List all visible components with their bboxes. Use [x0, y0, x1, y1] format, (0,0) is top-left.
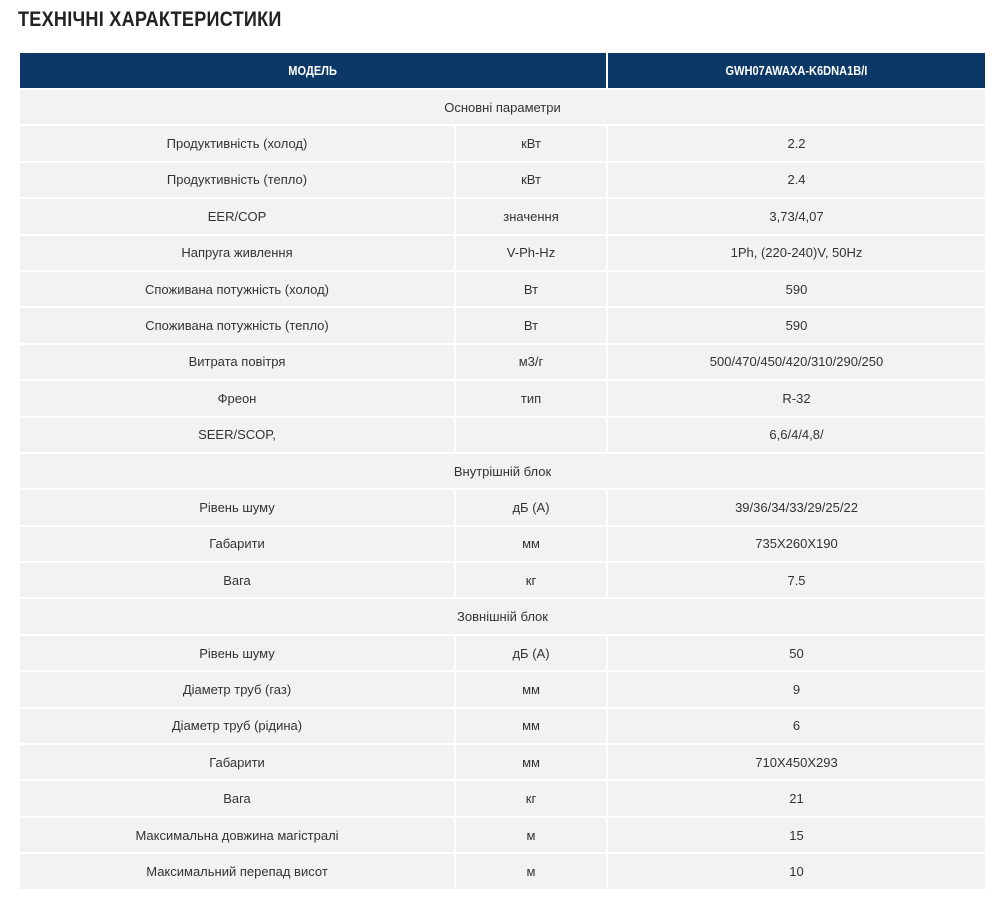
unit-cell: м — [453, 815, 609, 855]
table-row: Вага кг 7.5 — [18, 561, 988, 600]
label-cell: Вага — [18, 779, 456, 818]
unit-cell: Вт — [453, 306, 609, 345]
label-cell: Рівень шуму — [18, 488, 456, 527]
table-row: Максимальна довжина магістралі м 15 — [18, 815, 988, 855]
unit-cell: дБ (А) — [453, 633, 609, 673]
table-row: Габарити мм 735Х260Х190 — [18, 524, 988, 564]
table-row: Основні параметри — [17, 87, 988, 127]
value-cell: 3,73/4,07 — [606, 197, 988, 236]
value-cell: 1Ph, (220-240)V, 50Hz — [606, 233, 988, 272]
label-cell: Напруга живлення — [18, 233, 456, 272]
label-cell: Продуктивність (холод) — [18, 124, 456, 163]
unit-cell: кг — [453, 779, 609, 818]
unit-cell: V-Ph-Hz — [453, 233, 609, 272]
unit-cell: кВт — [453, 160, 609, 200]
table-row: Продуктивність (холод) кВт 2.2 — [18, 124, 988, 163]
value-cell: 9 — [606, 670, 988, 709]
header-cell: МОДЕЛЬ — [17, 51, 609, 90]
value-cell: R-32 — [606, 379, 988, 418]
spec-table: МОДЕЛЬ GWH07AWAXA-K6DNA1B/I Основні пара… — [17, 51, 988, 891]
table-row: Рівень шуму дБ (А) 39/36/34/33/29/25/22 — [18, 488, 988, 527]
value-cell: 39/36/34/33/29/25/22 — [606, 488, 988, 527]
label-cell: EER/COP — [18, 197, 456, 236]
value-cell: 10 — [606, 852, 988, 891]
table-body: Основні параметри Продуктивність (холод) к… — [17, 87, 988, 891]
unit-cell: мм — [453, 743, 609, 782]
label-cell: Продуктивність (тепло) — [18, 160, 456, 200]
table-row: Продуктивність (тепло) кВт 2.4 — [18, 160, 988, 200]
value-cell: 500/470/450/420/310/290/250 — [606, 342, 988, 382]
label-cell: Максимальний перепад висот — [18, 852, 456, 891]
unit-cell: м — [453, 852, 609, 891]
value-cell: 21 — [606, 779, 988, 818]
value-cell: 6 — [606, 706, 988, 746]
value-cell: 590 — [606, 306, 988, 345]
value-cell: 590 — [606, 269, 988, 309]
unit-cell: мм — [453, 524, 609, 564]
label-cell: Габарити — [18, 524, 456, 564]
table-row: EER/COP значення 3,73/4,07 — [18, 197, 988, 236]
value-cell: 2.2 — [606, 124, 988, 163]
section-cell: Основні параметри — [17, 87, 988, 127]
label-cell: Максимальна довжина магістралі — [18, 815, 456, 855]
table-row: Внутрішній блок — [17, 451, 988, 491]
table-row: Діаметр труб (газ) мм 9 — [18, 670, 988, 709]
header-cell: GWH07AWAXA-K6DNA1B/I — [606, 51, 988, 90]
label-cell: Вага — [18, 561, 456, 600]
unit-cell: мм — [453, 706, 609, 746]
table-row: Габарити мм 710Х450Х293 — [18, 743, 988, 782]
table-row: Діаметр труб (рідина) мм 6 — [18, 706, 988, 746]
section-cell: Внутрішній блок — [17, 451, 988, 491]
table-row: Максимальний перепад висот м 10 — [18, 852, 988, 891]
table-row: SEER/SCOP, 6,6/4/4,8/ — [18, 415, 988, 454]
unit-cell — [453, 415, 609, 454]
header-text: GWH07AWAXA-K6DNA1B/I — [725, 63, 868, 78]
value-cell: 710Х450Х293 — [606, 743, 988, 782]
header-row: МОДЕЛЬ GWH07AWAXA-K6DNA1B/I — [17, 51, 988, 90]
unit-cell: дБ (А) — [453, 488, 609, 527]
unit-cell: Вт — [453, 269, 609, 309]
unit-cell: кВт — [453, 124, 609, 163]
label-cell: Габарити — [18, 743, 456, 782]
label-cell: Споживана потужність (холод) — [18, 269, 456, 309]
unit-cell: кг — [453, 561, 609, 600]
table-row: Вага кг 21 — [18, 779, 988, 818]
page-title: ТЕХНІЧНІ ХАРАКТЕРИСТИКИ — [18, 8, 282, 31]
unit-cell: мм — [453, 670, 609, 709]
section-cell: Зовнішній блок — [17, 597, 988, 636]
label-cell: Рівень шуму — [18, 633, 456, 673]
table-row: Фреон тип R-32 — [18, 379, 988, 418]
value-cell: 50 — [606, 633, 988, 673]
label-cell: Фреон — [18, 379, 456, 418]
label-cell: Діаметр труб (газ) — [18, 670, 456, 709]
table-row: Споживана потужність (тепло) Вт 590 — [18, 306, 988, 345]
label-cell: SEER/SCOP, — [18, 415, 456, 454]
label-cell: Діаметр труб (рідина) — [18, 706, 456, 746]
unit-cell: м3/г — [453, 342, 609, 382]
unit-cell: тип — [453, 379, 609, 418]
table-row: Витрата повітря м3/г 500/470/450/420/310/2… — [18, 342, 988, 382]
header-text: МОДЕЛЬ — [288, 63, 338, 78]
table-row: Споживана потужність (холод) Вт 590 — [18, 269, 988, 309]
value-cell: 735Х260Х190 — [606, 524, 988, 564]
table-row: Рівень шуму дБ (А) 50 — [18, 633, 988, 673]
value-cell: 6,6/4/4,8/ — [606, 415, 988, 454]
label-cell: Споживана потужність (тепло) — [18, 306, 456, 345]
value-cell: 15 — [606, 815, 988, 855]
value-cell: 7.5 — [606, 561, 988, 600]
table-row: Зовнішній блок — [17, 597, 988, 636]
table-row: Напруга живлення V-Ph-Hz 1Ph, (220-240)V, … — [18, 233, 988, 272]
unit-cell: значення — [453, 197, 609, 236]
label-cell: Витрата повітря — [18, 342, 456, 382]
value-cell: 2.4 — [606, 160, 988, 200]
